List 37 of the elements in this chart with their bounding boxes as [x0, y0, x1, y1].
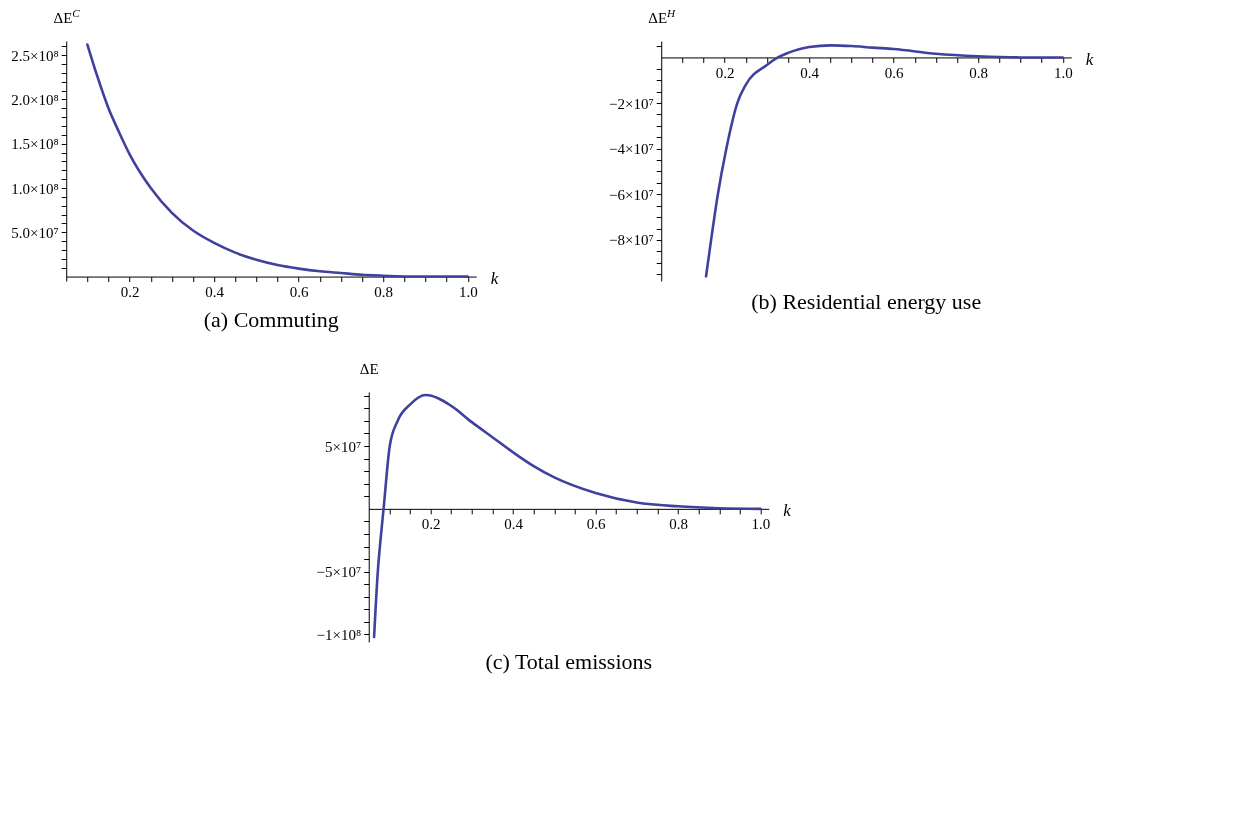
x-tick-label: 0.4 [504, 516, 524, 533]
y-tick-label: 1.0×10⁸ [11, 180, 59, 197]
y-tick-label: 1.5×10⁸ [11, 136, 59, 153]
y-tick-label: −2×10⁷ [609, 95, 654, 112]
line-series [86, 43, 470, 278]
text: (c) Total emissions [485, 649, 653, 675]
y-axis-title: ΔE$^{H}$ [648, 6, 677, 26]
y-tick-label: −8×10⁷ [609, 232, 654, 249]
y-tick-label: 2.0×10⁸ [11, 91, 59, 108]
text: (b) Residential energy use [751, 289, 982, 315]
x-axis-title: k [490, 269, 499, 289]
x-tick-label: 0.2 [421, 516, 441, 533]
x-tick-label: 0.6 [586, 516, 606, 533]
x-tick-label: 0.4 [800, 64, 820, 81]
x-tick-label: 0.8 [969, 64, 989, 81]
x-tick-label: 0.8 [669, 516, 688, 533]
y-tick-label: −5×10⁷ [316, 564, 362, 581]
y-tick-label: −4×10⁷ [609, 141, 654, 158]
x-tick-label: 1.0 [1053, 64, 1073, 81]
x-tick-label: 0.4 [205, 284, 225, 301]
y-tick-label: 5×10⁷ [325, 438, 362, 455]
y-axis-title: ΔE$^{C}$ [53, 6, 81, 26]
x-axis-title: k [783, 501, 792, 521]
x-tick-label: 0.2 [120, 284, 140, 301]
x-tick-label: 0.8 [374, 284, 394, 301]
y-tick-label: 2.5×10⁸ [11, 47, 59, 64]
y-axis-title: ΔE [359, 360, 379, 377]
x-axis-title: k [1085, 49, 1094, 69]
x-tick-label: 0.2 [715, 64, 735, 81]
x-tick-label: 0.6 [884, 64, 905, 81]
y-tick-label: −1×10⁸ [316, 626, 362, 643]
text: (a) Commuting [203, 306, 339, 332]
x-tick-label: 0.6 [289, 284, 310, 301]
x-tick-label: 1.0 [751, 516, 771, 533]
y-tick-label: 5.0×10⁷ [11, 224, 59, 241]
y-tick-label: −6×10⁷ [609, 186, 654, 203]
x-tick-label: 1.0 [458, 284, 478, 301]
